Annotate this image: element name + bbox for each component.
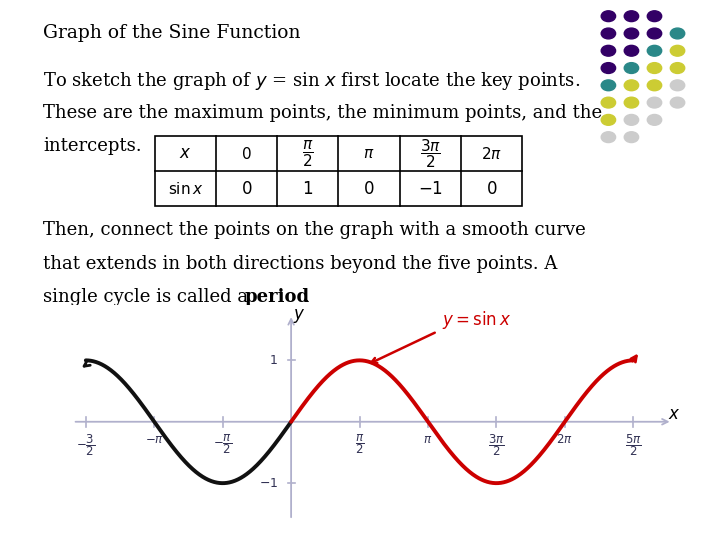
Circle shape bbox=[670, 63, 685, 73]
Circle shape bbox=[624, 80, 639, 91]
Circle shape bbox=[624, 11, 639, 22]
Circle shape bbox=[647, 97, 662, 108]
Circle shape bbox=[601, 80, 616, 91]
Circle shape bbox=[624, 132, 639, 143]
Circle shape bbox=[647, 45, 662, 56]
Text: $-\dfrac{\pi}{2}$: $-\dfrac{\pi}{2}$ bbox=[213, 433, 233, 456]
Text: intercepts.: intercepts. bbox=[43, 137, 142, 155]
Text: $\pi$: $\pi$ bbox=[364, 146, 374, 161]
Text: $\dfrac{3\pi}{2}$: $\dfrac{3\pi}{2}$ bbox=[420, 137, 441, 170]
Text: Then, connect the points on the graph with a smooth curve: Then, connect the points on the graph wi… bbox=[43, 221, 586, 239]
Circle shape bbox=[601, 97, 616, 108]
Circle shape bbox=[647, 28, 662, 39]
Circle shape bbox=[624, 114, 639, 125]
Text: To sketch the graph of $y$ = sin $x$ first locate the key points.: To sketch the graph of $y$ = sin $x$ fir… bbox=[43, 70, 580, 92]
Bar bbox=[155, 136, 522, 206]
Text: $-\pi$: $-\pi$ bbox=[145, 433, 163, 446]
Text: $\sin x$: $\sin x$ bbox=[168, 181, 203, 197]
Circle shape bbox=[647, 80, 662, 91]
Circle shape bbox=[647, 114, 662, 125]
Circle shape bbox=[670, 45, 685, 56]
Text: that extends in both directions beyond the five points. A: that extends in both directions beyond t… bbox=[43, 255, 557, 273]
Text: $0$: $0$ bbox=[364, 180, 374, 198]
Text: .: . bbox=[303, 288, 309, 306]
Circle shape bbox=[670, 80, 685, 91]
Text: $0$: $0$ bbox=[486, 180, 497, 198]
Text: period: period bbox=[245, 288, 310, 306]
Circle shape bbox=[624, 28, 639, 39]
Text: $\dfrac{\pi}{2}$: $\dfrac{\pi}{2}$ bbox=[302, 139, 314, 168]
Circle shape bbox=[647, 63, 662, 73]
Circle shape bbox=[601, 45, 616, 56]
Circle shape bbox=[601, 132, 616, 143]
Bar bbox=[155, 136, 522, 206]
Circle shape bbox=[624, 97, 639, 108]
Text: $-\dfrac{3}{2}$: $-\dfrac{3}{2}$ bbox=[76, 433, 96, 458]
Text: $y = \sin x$: $y = \sin x$ bbox=[441, 309, 510, 332]
Circle shape bbox=[624, 63, 639, 73]
Circle shape bbox=[670, 28, 685, 39]
Text: $\pi$: $\pi$ bbox=[423, 433, 433, 446]
Circle shape bbox=[647, 11, 662, 22]
Circle shape bbox=[624, 45, 639, 56]
Text: $0$: $0$ bbox=[241, 146, 252, 161]
Circle shape bbox=[670, 97, 685, 108]
Text: $1$: $1$ bbox=[269, 354, 278, 367]
Text: Graph of the Sine Function: Graph of the Sine Function bbox=[43, 24, 301, 42]
Text: $2\pi$: $2\pi$ bbox=[481, 146, 502, 161]
Text: single cycle is called a: single cycle is called a bbox=[43, 288, 254, 306]
Text: $x$: $x$ bbox=[179, 145, 192, 162]
Text: $\dfrac{5\pi}{2}$: $\dfrac{5\pi}{2}$ bbox=[625, 433, 642, 458]
Circle shape bbox=[601, 28, 616, 39]
Text: $\dfrac{3\pi}{2}$: $\dfrac{3\pi}{2}$ bbox=[488, 433, 505, 458]
Text: $y$: $y$ bbox=[293, 307, 305, 325]
Text: $1$: $1$ bbox=[302, 180, 313, 198]
Text: $0$: $0$ bbox=[241, 180, 252, 198]
Circle shape bbox=[601, 11, 616, 22]
Text: $\dfrac{\pi}{2}$: $\dfrac{\pi}{2}$ bbox=[355, 433, 364, 456]
Text: $-1$: $-1$ bbox=[418, 180, 443, 198]
Circle shape bbox=[601, 114, 616, 125]
Text: $-1$: $-1$ bbox=[258, 477, 278, 490]
Text: $2\pi$: $2\pi$ bbox=[557, 433, 573, 446]
Circle shape bbox=[601, 63, 616, 73]
Text: $x$: $x$ bbox=[668, 406, 681, 423]
Text: These are the maximum points, the minimum points, and the: These are the maximum points, the minimu… bbox=[43, 104, 603, 122]
